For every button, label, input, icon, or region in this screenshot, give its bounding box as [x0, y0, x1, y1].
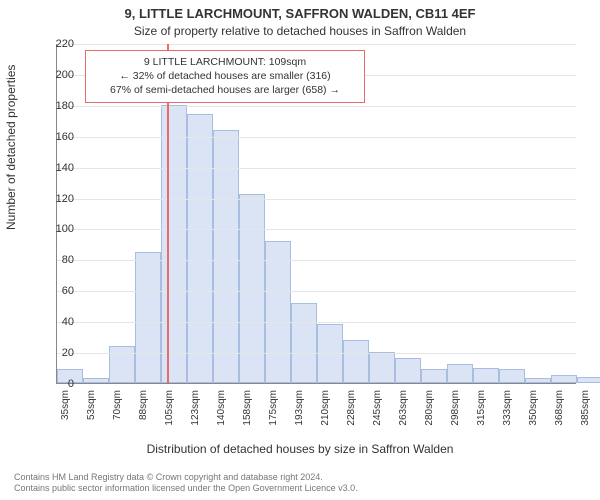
x-tick-label: 368sqm: [554, 390, 565, 434]
x-tick-label: 228sqm: [346, 390, 357, 434]
y-axis-label: Number of detached properties: [4, 65, 18, 230]
gridline: [57, 137, 576, 138]
annotation-line-2: ← 32% of detached houses are smaller (31…: [94, 69, 356, 83]
histogram-bar: [499, 369, 525, 383]
y-tick-label: 20: [50, 347, 74, 359]
histogram-bar: [161, 105, 187, 383]
histogram-bar: [239, 194, 265, 383]
annotation-box: 9 LITTLE LARCHMOUNT: 109sqm ← 32% of det…: [85, 50, 365, 103]
histogram-bar: [447, 364, 473, 383]
y-tick-label: 120: [50, 193, 74, 205]
credits-line-1: Contains HM Land Registry data © Crown c…: [14, 472, 358, 483]
gridline: [57, 353, 576, 354]
x-tick-label: 333sqm: [502, 390, 513, 434]
y-tick-label: 40: [50, 316, 74, 328]
x-tick-label: 210sqm: [320, 390, 331, 434]
histogram-bar: [291, 303, 317, 383]
credits: Contains HM Land Registry data © Crown c…: [14, 472, 358, 495]
gridline: [57, 291, 576, 292]
y-tick-label: 80: [50, 254, 74, 266]
x-axis-label: Distribution of detached houses by size …: [0, 442, 600, 456]
y-tick-label: 200: [50, 69, 74, 81]
x-tick-label: 315sqm: [476, 390, 487, 434]
figure-container: 9, LITTLE LARCHMOUNT, SAFFRON WALDEN, CB…: [0, 0, 600, 500]
x-tick-label: 158sqm: [242, 390, 253, 434]
histogram-bar: [421, 369, 447, 383]
x-tick-label: 263sqm: [398, 390, 409, 434]
y-tick-label: 180: [50, 100, 74, 112]
x-tick-label: 298sqm: [450, 390, 461, 434]
histogram-bar: [83, 378, 109, 383]
x-tick-label: 245sqm: [372, 390, 383, 434]
x-tick-label: 140sqm: [216, 390, 227, 434]
gridline: [57, 229, 576, 230]
y-tick-label: 160: [50, 131, 74, 143]
x-tick-label: 385sqm: [580, 390, 591, 434]
gridline: [57, 168, 576, 169]
histogram-bar: [525, 378, 551, 383]
gridline: [57, 44, 576, 45]
histogram-bar: [551, 375, 577, 383]
histogram-bar: [343, 340, 369, 383]
x-tick-label: 35sqm: [60, 390, 71, 434]
histogram-bar: [135, 252, 161, 383]
y-tick-label: 60: [50, 285, 74, 297]
histogram-bar: [265, 241, 291, 383]
x-tick-label: 350sqm: [528, 390, 539, 434]
x-tick-label: 123sqm: [190, 390, 201, 434]
gridline: [57, 322, 576, 323]
gridline: [57, 106, 576, 107]
histogram-bar: [577, 377, 600, 383]
x-tick-label: 105sqm: [164, 390, 175, 434]
annotation-line-3: 67% of semi-detached houses are larger (…: [94, 83, 356, 97]
title-line-2: Size of property relative to detached ho…: [0, 24, 600, 38]
annotation-line-1: 9 LITTLE LARCHMOUNT: 109sqm: [94, 55, 356, 69]
x-tick-label: 280sqm: [424, 390, 435, 434]
x-tick-label: 193sqm: [294, 390, 305, 434]
histogram-bar: [395, 358, 421, 383]
histogram-bar: [369, 352, 395, 383]
x-tick-label: 53sqm: [86, 390, 97, 434]
y-tick-label: 140: [50, 162, 74, 174]
gridline: [57, 260, 576, 261]
x-tick-label: 88sqm: [138, 390, 149, 434]
plot-area: 9 LITTLE LARCHMOUNT: 109sqm ← 32% of det…: [56, 44, 576, 384]
histogram-bar: [187, 114, 213, 383]
histogram-bar: [473, 368, 499, 383]
y-tick-label: 0: [50, 378, 74, 390]
y-tick-label: 220: [50, 38, 74, 50]
title-line-1: 9, LITTLE LARCHMOUNT, SAFFRON WALDEN, CB…: [0, 6, 600, 21]
gridline: [57, 199, 576, 200]
x-tick-label: 175sqm: [268, 390, 279, 434]
x-tick-label: 70sqm: [112, 390, 123, 434]
y-tick-label: 100: [50, 223, 74, 235]
histogram-bar: [109, 346, 135, 383]
credits-line-2: Contains public sector information licen…: [14, 483, 358, 494]
